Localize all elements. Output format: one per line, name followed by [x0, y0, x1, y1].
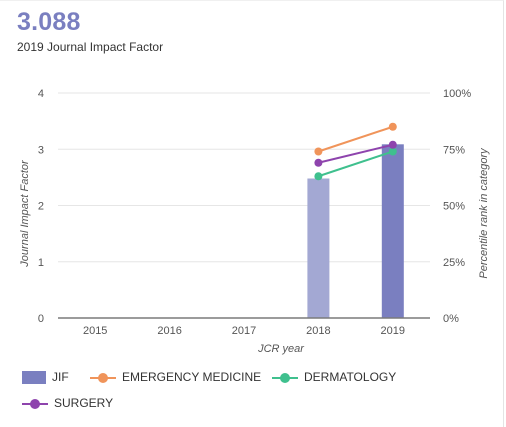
series-line-0	[318, 125, 394, 153]
y-axis-title-right: Percentile rank in category	[478, 147, 490, 279]
impact-factor-label: 2019 Journal Impact Factor	[17, 40, 164, 54]
chart-svg: 0 0% 1 25% 2 50% 3 75% 4 100% 2015 2016 2017 2018 2019…	[19, 88, 490, 355]
series-line-1	[318, 150, 394, 178]
legend-item-jif[interactable]: JIF	[22, 370, 69, 384]
bar-2019	[381, 144, 404, 318]
x-tick-label: 2016	[157, 325, 181, 337]
series-point-1	[314, 172, 323, 181]
x-axis-title: JCR year	[257, 343, 305, 355]
x-tick-label: 2019	[381, 325, 405, 337]
legend-item-series-1[interactable]: DERMATOLOGY	[272, 370, 396, 384]
x-tick-label: 2015	[83, 325, 107, 337]
y-tick-label-left: 3	[38, 144, 44, 156]
legend-label-jif: JIF	[52, 370, 69, 384]
legend-swatch-series-1	[272, 371, 298, 384]
y-tick-label-left: 2	[38, 201, 44, 213]
series-point-1	[388, 147, 397, 156]
y-tick-label-left: 1	[38, 257, 44, 269]
impact-factor-value: 3.088	[17, 8, 81, 36]
legend-label-series-2: SURGERY	[54, 396, 114, 410]
y-tick-label-right: 0%	[443, 313, 459, 325]
y-tick-label-left: 0	[38, 313, 44, 325]
series-line-2	[318, 143, 394, 164]
y-tick-label-right: 100%	[443, 88, 471, 100]
legend-swatch-series-2	[22, 397, 48, 410]
y-tick-label-right: 50%	[443, 201, 465, 213]
y-tick-label-right: 75%	[443, 144, 465, 156]
legend-item-series-2[interactable]: SURGERY	[22, 396, 113, 410]
y-tick-label-right: 25%	[443, 257, 465, 269]
series-point-0	[314, 147, 323, 156]
x-tick-label: 2018	[306, 325, 330, 337]
series-point-2	[388, 140, 397, 149]
legend-swatch-jif	[22, 370, 46, 384]
series-point-2	[314, 158, 323, 167]
y-tick-label-left: 4	[38, 88, 44, 100]
y-axis-title-left: Journal Impact Factor	[19, 159, 31, 268]
legend-item-series-0[interactable]: EMERGENCY MEDICINE	[90, 370, 261, 384]
legend-swatch-series-0	[90, 371, 116, 384]
bar-2018	[307, 178, 330, 318]
x-tick-label: 2017	[232, 325, 256, 337]
legend-label-series-0: EMERGENCY MEDICINE	[122, 370, 262, 384]
series-point-0	[388, 122, 397, 131]
legend-label-series-1: DERMATOLOGY	[304, 370, 397, 384]
